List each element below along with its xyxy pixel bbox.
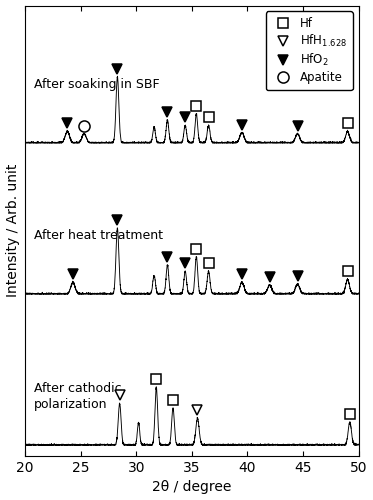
Y-axis label: Intensity / Arb. unit: Intensity / Arb. unit: [6, 164, 19, 298]
Legend: Hf, HfH$_{1.628}$, HfO$_2$, Apatite: Hf, HfH$_{1.628}$, HfO$_2$, Apatite: [266, 12, 353, 90]
X-axis label: 2θ / degree: 2θ / degree: [152, 480, 232, 494]
Text: After cathodic
polarization: After cathodic polarization: [34, 382, 122, 410]
Text: After heat treatment: After heat treatment: [34, 229, 163, 242]
Text: After soaking in SBF: After soaking in SBF: [34, 78, 160, 90]
